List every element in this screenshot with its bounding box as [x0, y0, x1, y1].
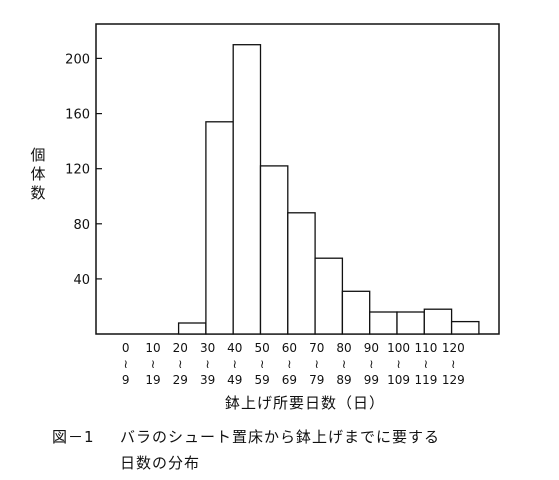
y-tick-label: 40 [73, 273, 90, 288]
x-tick-label-high: 29 [173, 373, 188, 387]
x-axis-label: 鉢上げ所要日数（日） [225, 394, 385, 412]
bar-110 [423, 308, 453, 335]
x-tick-range-mark: ≀ [260, 357, 265, 371]
y-tick-label: 80 [73, 218, 90, 233]
x-tick-label-high: 19 [145, 373, 160, 387]
x-tick-range-mark: ≀ [369, 357, 374, 371]
bar-120 [450, 320, 480, 335]
bar-40 [232, 44, 262, 335]
y-axis-label-char: 個 [30, 146, 45, 164]
x-tick-label-low: 20 [173, 341, 188, 355]
x-tick-range-mark: ≀ [205, 357, 210, 371]
x-tick-range-mark: ≀ [151, 357, 156, 371]
x-tick-label-low: 80 [336, 341, 351, 355]
y-axis-label: 個体数 [30, 146, 45, 202]
x-tick-range-mark: ≀ [178, 357, 183, 371]
x-tick-label-high: 79 [309, 373, 324, 387]
x-tick-range-mark: ≀ [315, 357, 320, 371]
bar-50 [259, 165, 289, 335]
bar-90 [369, 311, 398, 335]
x-tick-range-mark: ≀ [424, 357, 429, 371]
x-tick-label-high: 39 [200, 373, 215, 387]
x-tick-label-low: 50 [254, 341, 269, 355]
x-tick-range-mark: ≀ [123, 357, 128, 371]
x-tick-label-low: 40 [227, 341, 242, 355]
x-tick-label-high: 49 [227, 373, 242, 387]
x-tick-range-mark: ≀ [287, 357, 292, 371]
y-axis-label-char: 体 [30, 165, 45, 183]
figure-caption-line-2: 日数の分布 [120, 454, 201, 472]
x-tick-label-high: 59 [254, 373, 269, 387]
x-tick-label-high: 89 [336, 373, 351, 387]
y-tick-label: 160 [65, 108, 90, 123]
x-tick-label-high: 9 [122, 373, 130, 387]
x-tick-label-low: 30 [200, 341, 215, 355]
figure-caption-line-1: バラのシュート置床から鉢上げまでに要する [120, 428, 441, 446]
x-tick-label-low: 110 [414, 341, 437, 355]
y-tick-label: 120 [65, 163, 90, 178]
x-tick-range-mark: ≀ [451, 357, 456, 371]
x-tick-label-low: 100 [387, 341, 410, 355]
x-tick-label-high: 99 [364, 373, 379, 387]
y-axis-label-char: 数 [30, 184, 45, 202]
x-tick-label-low: 120 [442, 341, 465, 355]
bar-20 [177, 322, 207, 335]
x-tick-label-low: 10 [145, 341, 160, 355]
histogram-chart: 40 80 120 160 200 0 ≀ 9 10 ≀ 19 20 ≀ 29 30 ≀ 39 40 ≀ 49 50 ≀… [30, 23, 500, 412]
x-tick-label-low: 0 [122, 341, 130, 355]
bar-100 [396, 311, 425, 335]
x-tick-label-low: 70 [309, 341, 324, 355]
x-tick-range-mark: ≀ [396, 357, 401, 371]
x-tick-label-low: 60 [282, 341, 297, 355]
bar-60 [287, 212, 316, 335]
y-tick-label: 200 [65, 52, 90, 67]
x-tick-label-high: 119 [414, 373, 437, 387]
bar-80 [341, 290, 371, 335]
figure-number: 図－1 [52, 428, 95, 446]
x-tick-range-mark: ≀ [342, 357, 347, 371]
bar-30 [205, 121, 234, 335]
x-ticks-group: 0 ≀ 9 10 ≀ 19 20 ≀ 29 30 ≀ 39 40 ≀ 49 50 ≀ 59 60 ≀ 69 70 ≀ 79 80… [122, 341, 465, 387]
bar-70 [314, 257, 344, 335]
x-tick-label-high: 69 [282, 373, 297, 387]
x-tick-label-high: 129 [442, 373, 465, 387]
x-tick-label-high: 109 [387, 373, 410, 387]
x-tick-range-mark: ≀ [233, 357, 238, 371]
y-ticks-group: 40 80 120 160 200 [65, 52, 102, 288]
bars-group [177, 44, 480, 335]
x-tick-label-low: 90 [364, 341, 379, 355]
